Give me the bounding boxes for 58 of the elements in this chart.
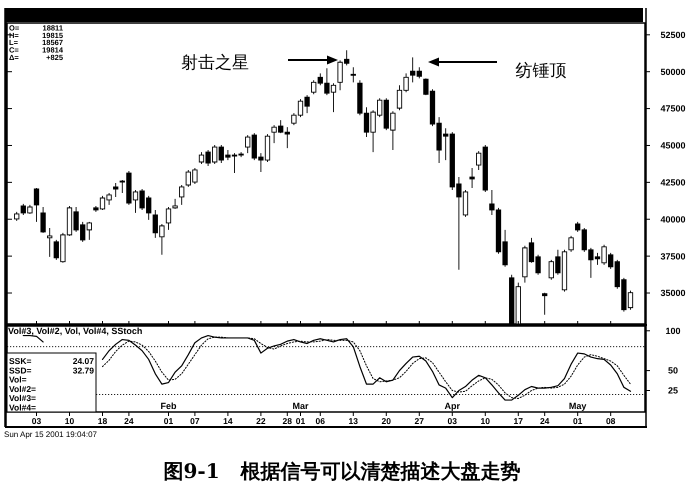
y-tick-label: 50000 [660, 66, 686, 77]
candlestick [350, 66, 356, 83]
y-tick-label: 52500 [660, 30, 686, 40]
x-tick-label: 28 [282, 416, 292, 426]
x-tick-label: 17 [514, 416, 524, 426]
x-tick-label: 07 [190, 416, 200, 426]
annotation: Mar [292, 401, 309, 411]
text: SSD= 32.79 [9, 365, 94, 376]
caption: 图9-1 根据信号可以清楚描述大盘走势 [163, 459, 521, 483]
y-tick-label: 35000 [660, 288, 686, 298]
y-tick-label: 45000 [660, 140, 686, 151]
candlestick [47, 227, 52, 258]
x-tick-label: 08 [606, 416, 616, 426]
annotation: 射击之星 [181, 52, 249, 73]
x-tick-label: 20 [382, 416, 392, 426]
x-tick-label: 10 [64, 416, 74, 426]
annotation: Vol#3= [9, 393, 36, 404]
annotation: 纺锤顶 [516, 60, 566, 81]
x-tick-label: 10 [480, 416, 490, 426]
annotation: Vol#4= [9, 402, 36, 412]
x-tick-label: 18 [98, 416, 108, 426]
x-tick-label: 14 [223, 416, 233, 426]
chart-title: Vol#3, Vol#2, Vol, Vol#4, SStoch [8, 326, 142, 336]
x-tick-label: 24 [540, 416, 550, 426]
annotation: Feb [160, 401, 177, 411]
candlestick [34, 188, 40, 222]
x-tick-label: 03 [32, 416, 42, 426]
x-tick-label: 06 [316, 416, 326, 426]
y-tick-label: 37500 [660, 251, 686, 262]
annotation: May [568, 401, 586, 411]
annotation: Vol#2= [9, 384, 36, 394]
x-tick-label: 13 [348, 416, 358, 426]
annotation: Apr [444, 401, 461, 411]
candlestick [469, 168, 475, 188]
candlestick [172, 198, 178, 210]
candlestick [568, 235, 574, 252]
text: SSK= 24.07 [9, 356, 94, 366]
x-tick-label: 22 [256, 416, 266, 426]
y-tick-label: 100 [665, 326, 681, 336]
y-tick-label: 50 [668, 366, 678, 376]
candlestick [14, 211, 20, 222]
candlestick [179, 184, 184, 206]
y-tick-label: 42500 [660, 178, 686, 188]
candlestick [166, 206, 172, 230]
x-tick-label: 01 [296, 416, 306, 426]
y-tick-label: 47500 [660, 104, 686, 114]
x-tick-label: 03 [448, 416, 458, 426]
candlestick [40, 206, 46, 234]
candlestick [542, 292, 548, 316]
y-tick-label: 25 [668, 386, 678, 396]
x-tick-label: 01 [164, 416, 174, 426]
x-tick-label: 24 [124, 416, 134, 426]
x-tick-label: 01 [572, 416, 583, 426]
y-tick-label: 40000 [660, 214, 686, 224]
text: Sun Apr 15 2001 19:04:07 [4, 430, 98, 439]
x-tick-label: 27 [414, 416, 424, 426]
candlestick [113, 182, 118, 198]
annotation: Vol= [9, 374, 27, 385]
